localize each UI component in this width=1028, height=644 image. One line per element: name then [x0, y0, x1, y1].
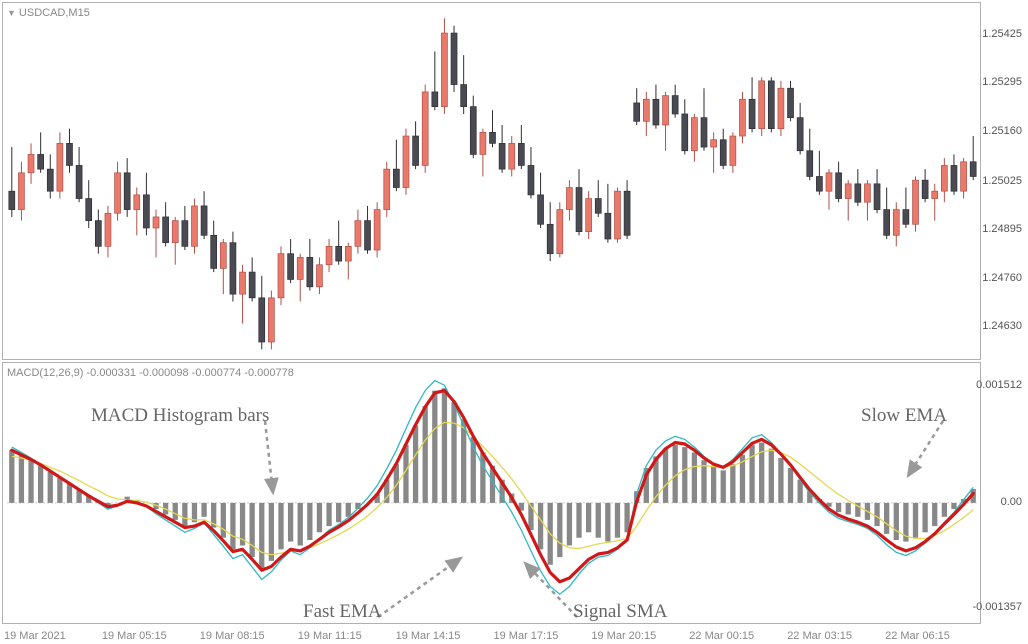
macd-panel-title: MACD(12,26,9) -0.000331 -0.000098 -0.000…: [7, 367, 294, 379]
macd-chart[interactable]: [3, 363, 982, 625]
candlestick-chart[interactable]: [3, 3, 982, 361]
annotation-label: Slow EMA: [861, 405, 947, 427]
x-tick-label: 19 Mar 14:15: [396, 630, 461, 642]
macd-values-label: -0.000331 -0.000098 -0.000774 -0.000778: [86, 367, 293, 379]
chart-container: ▼ USDCAD,M15 1.25425 1.25295 1.25160 1.2502…: [0, 0, 1028, 644]
price-y-tick: 1.25295: [982, 76, 1022, 88]
macd-y-axis: 0.0015120.00-0.001357: [981, 362, 1028, 624]
price-panel[interactable]: ▼ USDCAD,M15: [2, 2, 981, 360]
annotation-label: Signal SMA: [573, 601, 668, 623]
dropdown-icon[interactable]: ▼: [7, 8, 16, 18]
x-tick-label: 22 Mar 00:15: [689, 630, 754, 642]
x-tick-label: 19 Mar 17:15: [494, 630, 559, 642]
macd-y-tick: -0.001357: [972, 601, 1022, 613]
x-tick-label: 19 Mar 2021: [4, 630, 66, 642]
macd-panel[interactable]: MACD(12,26,9) -0.000331 -0.000098 -0.000…: [2, 362, 981, 624]
x-tick-label: 22 Mar 06:15: [885, 630, 950, 642]
macd-y-tick: 0.001512: [976, 379, 1022, 391]
price-y-tick: 1.24760: [982, 272, 1022, 284]
x-tick-label: 19 Mar 11:15: [298, 630, 362, 642]
price-y-tick: 1.25425: [982, 28, 1022, 40]
price-y-tick: 1.25160: [982, 125, 1022, 137]
x-tick-label: 19 Mar 08:15: [200, 630, 265, 642]
annotation-label: MACD Histogram bars: [91, 405, 269, 427]
macd-y-tick: 0.00: [1001, 496, 1022, 508]
x-tick-label: 22 Mar 03:15: [787, 630, 852, 642]
annotation-label: Fast EMA: [303, 601, 382, 623]
price-y-tick: 1.24630: [982, 320, 1022, 332]
x-tick-label: 19 Mar 20:15: [591, 630, 656, 642]
time-x-axis: 19 Mar 2021 19 Mar 05:15 19 Mar 08:15 19 Ma…: [2, 626, 1026, 644]
price-y-axis: 1.25425 1.25295 1.25160 1.25025 1.24895 1.247…: [981, 2, 1028, 360]
price-y-tick: 1.25025: [982, 175, 1022, 187]
macd-name-label: MACD(12,26,9): [7, 367, 83, 379]
price-y-tick: 1.24895: [982, 223, 1022, 235]
x-tick-label: 19 Mar 05:15: [102, 630, 167, 642]
price-panel-title[interactable]: ▼ USDCAD,M15: [7, 7, 90, 19]
symbol-timeframe-label: USDCAD,M15: [19, 7, 90, 19]
